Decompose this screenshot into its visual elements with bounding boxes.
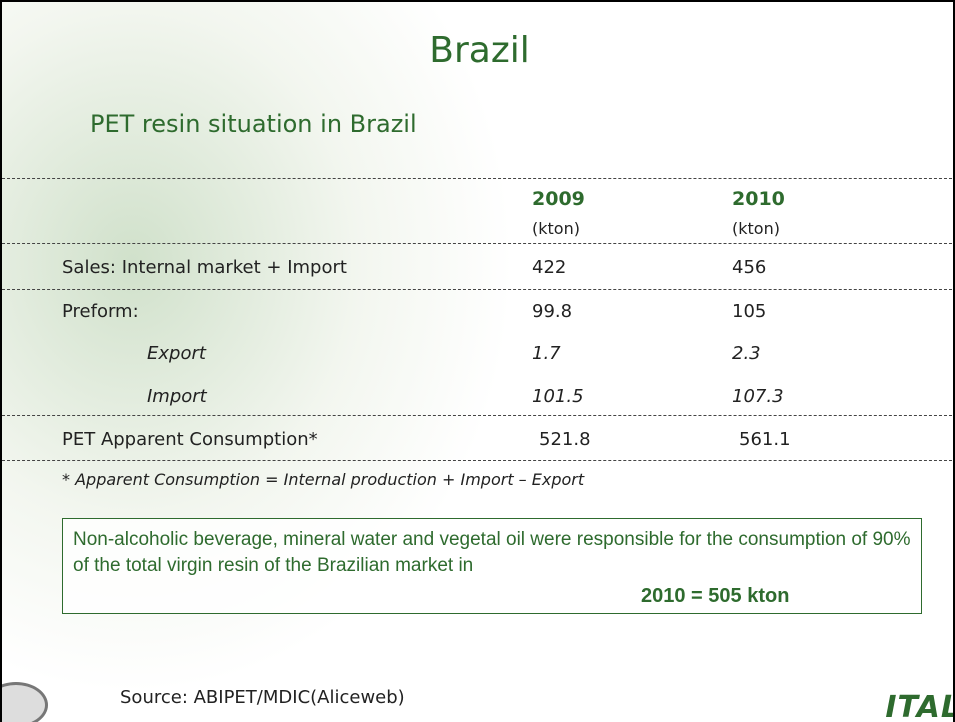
divider <box>2 289 953 290</box>
row-label: PET Apparent Consumption* <box>62 429 318 450</box>
cell: 2.3 <box>732 343 761 364</box>
row-label: Sales: Internal market + Import <box>62 257 347 278</box>
cell: 561.1 <box>739 429 791 450</box>
cell: 422 <box>532 257 567 278</box>
row-label: Import <box>147 386 207 407</box>
cell: 521.8 <box>539 429 591 450</box>
title: Brazil <box>429 30 530 71</box>
logo-icon <box>2 682 48 722</box>
note-box: Non-alcoholic beverage, mineral water an… <box>62 518 922 614</box>
note-text: Non-alcoholic beverage, mineral water an… <box>73 529 911 576</box>
row-label: Export <box>147 343 206 364</box>
column-header: 2009 <box>532 188 585 210</box>
column-unit: (kton) <box>532 219 580 238</box>
footnote: * Apparent Consumption = Internal produc… <box>62 470 585 489</box>
cell: 99.8 <box>532 301 573 322</box>
row-label: Preform: <box>62 301 139 322</box>
divider <box>2 243 953 244</box>
cell: 1.7 <box>532 343 561 364</box>
column-unit: (kton) <box>732 219 780 238</box>
subtitle: PET resin situation in Brazil <box>90 110 417 138</box>
column-header: 2010 <box>732 188 785 210</box>
cell: 456 <box>732 257 767 278</box>
source: Source: ABIPET/MDIC(Aliceweb) <box>120 687 405 708</box>
logo: ITAL <box>885 690 955 722</box>
cell: 105 <box>732 301 767 322</box>
divider <box>2 178 953 179</box>
cell: 101.5 <box>532 386 584 407</box>
divider <box>2 460 953 461</box>
divider <box>2 415 953 416</box>
note-highlight: 2010 = 505 kton <box>641 585 790 607</box>
cell: 107.3 <box>732 386 784 407</box>
